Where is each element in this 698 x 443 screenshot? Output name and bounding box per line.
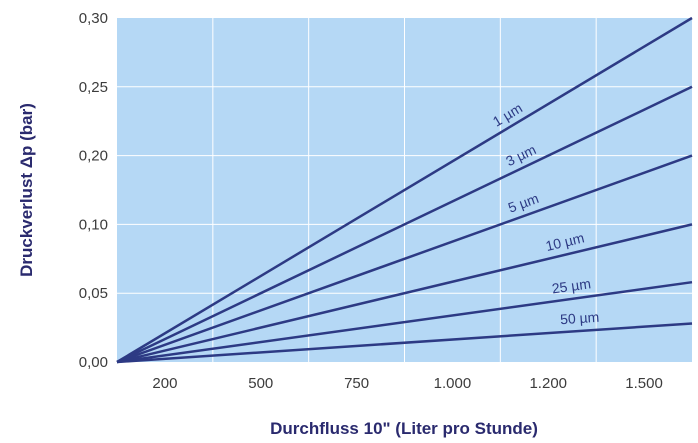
x-tick-label: 750 <box>344 375 369 392</box>
series-line <box>116 85 693 364</box>
y-tick-label: 0,20 <box>79 148 108 165</box>
y-tick-label: 0,00 <box>79 354 108 371</box>
y-tick-label: 0,10 <box>79 216 108 233</box>
series-line <box>116 154 693 364</box>
x-tick-label: 1.200 <box>529 375 567 392</box>
y-tick-label: 0,30 <box>79 10 108 27</box>
y-axis-title: Druckverlust Δp (bar) <box>17 103 36 277</box>
series-lines <box>116 16 693 364</box>
x-axis-title: Durchfluss 10" (Liter pro Stunde) <box>270 419 538 438</box>
series-label: 50 µm <box>560 309 600 328</box>
series-line <box>116 223 693 364</box>
x-tick-label: 200 <box>152 375 177 392</box>
x-tick-label: 1.500 <box>625 375 663 392</box>
series-line <box>116 280 693 364</box>
y-tick-labels: 0,00 0,05 0,10 0,20 0,25 0,30 <box>79 10 108 371</box>
x-tick-labels: 200 500 750 1.000 1.200 1.500 <box>152 375 662 392</box>
y-tick-label: 0,25 <box>79 79 108 96</box>
series-line <box>116 322 693 364</box>
y-tick-label: 0,05 <box>79 285 108 302</box>
x-tick-label: 500 <box>248 375 273 392</box>
series-line <box>116 16 693 364</box>
series-label: 25 µm <box>551 275 592 296</box>
x-tick-label: 1.000 <box>434 375 472 392</box>
